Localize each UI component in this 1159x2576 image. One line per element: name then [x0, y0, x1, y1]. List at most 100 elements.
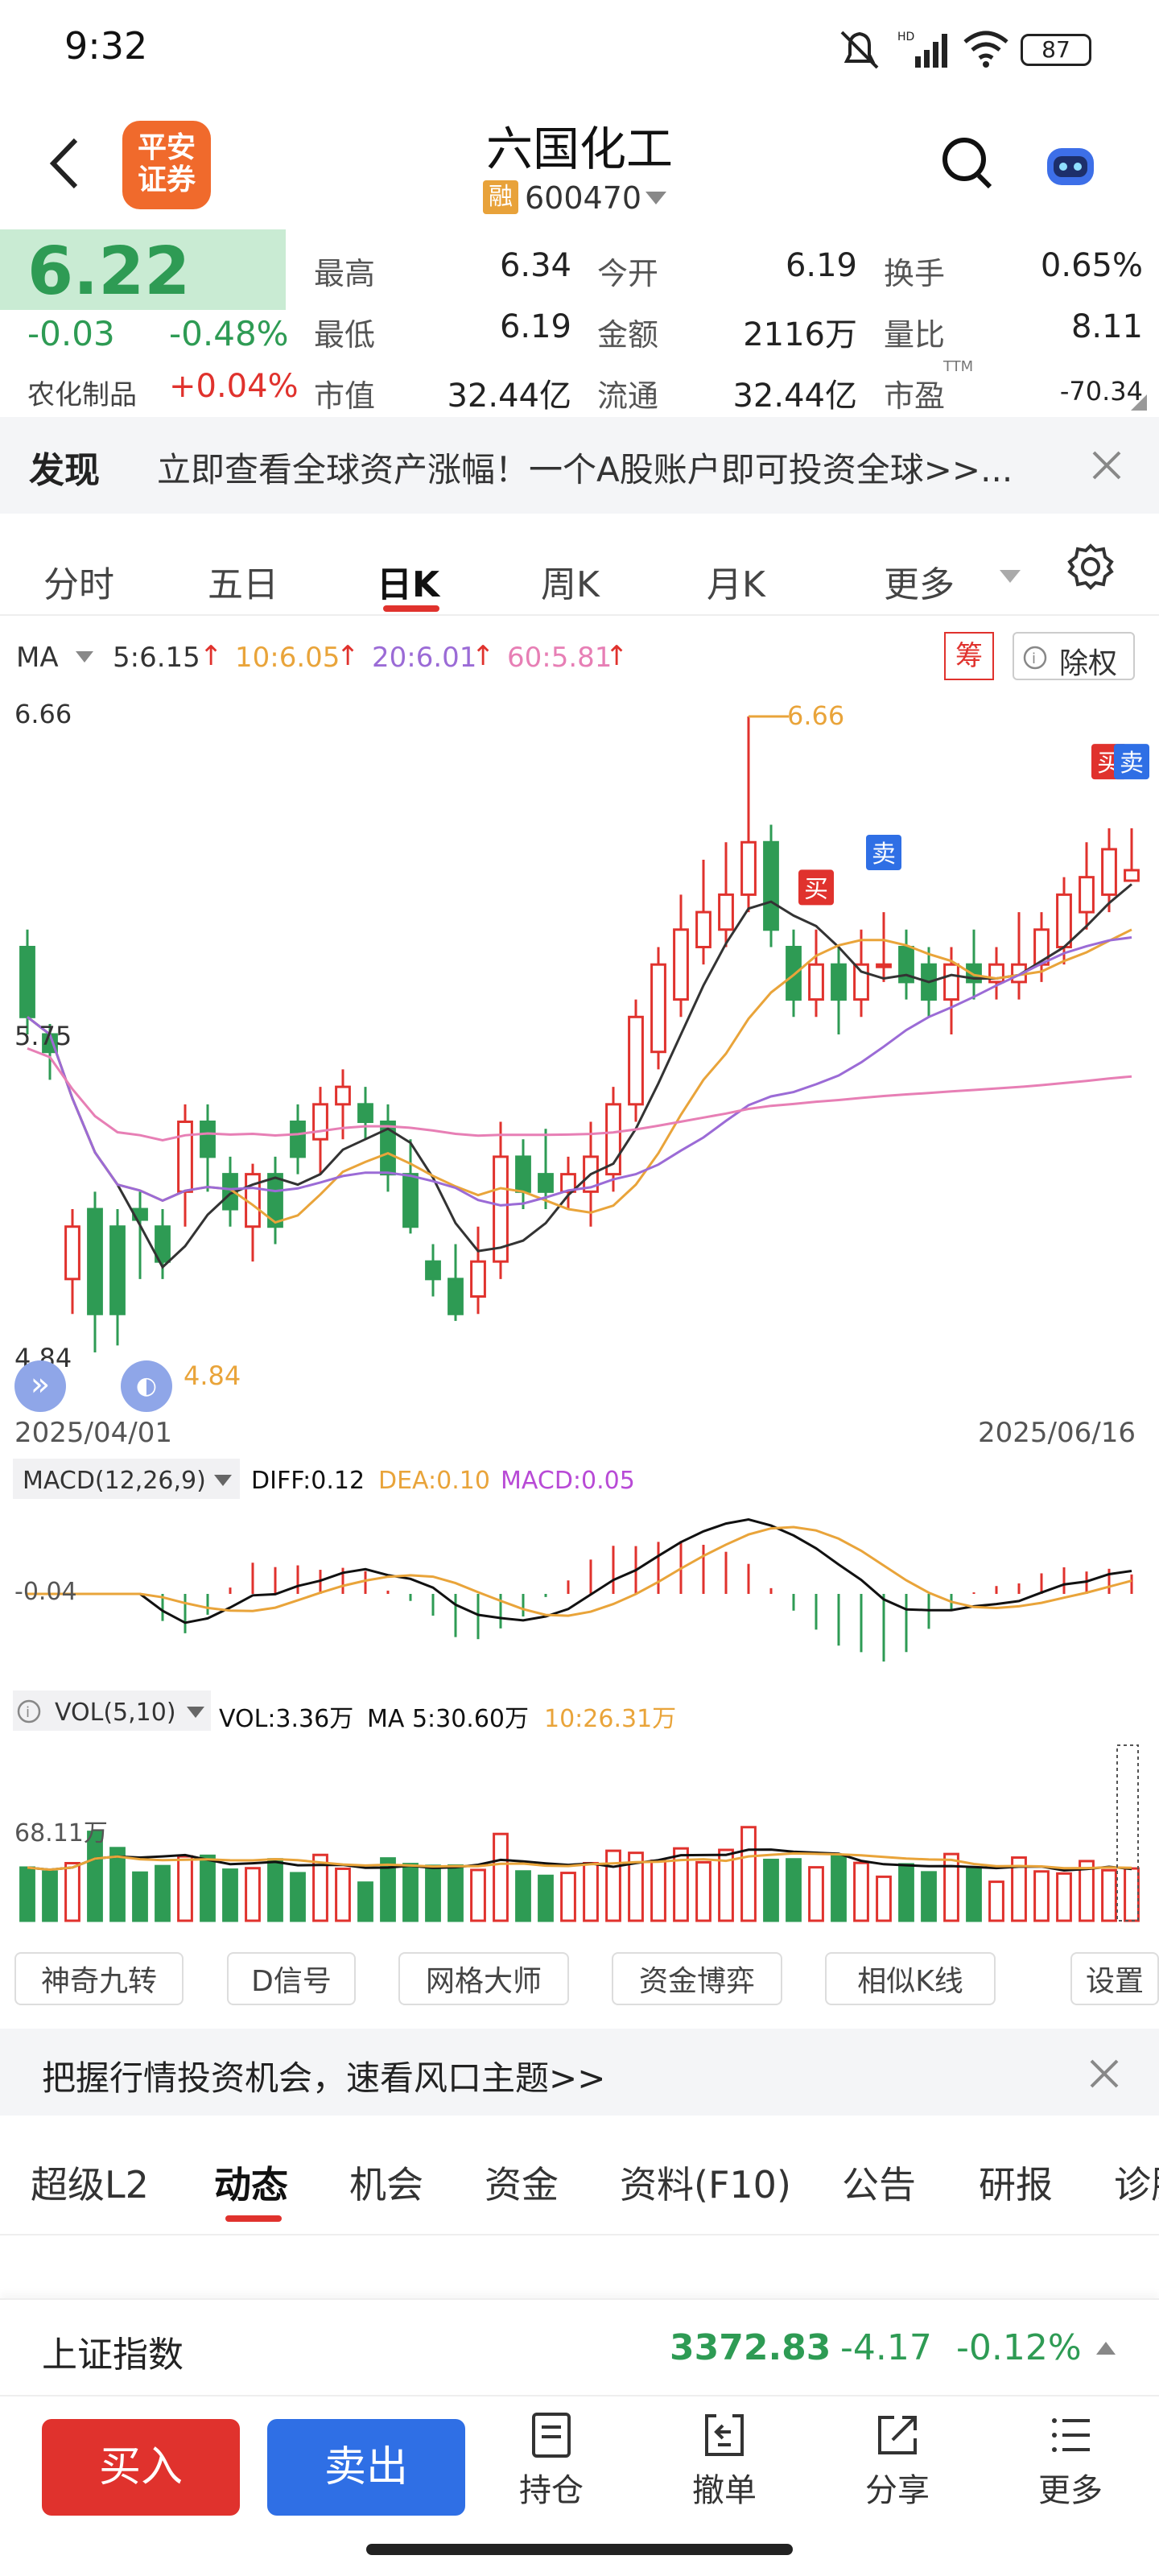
promo-bar[interactable]: 把握行情投资机会，速看风口主题>> [0, 2029, 1159, 2116]
volume-bar [515, 1870, 531, 1922]
volume-bar [943, 1852, 959, 1922]
nav-more[interactable]: 更多 [1010, 2411, 1131, 2511]
sell-signal-badge: 卖 [872, 840, 896, 869]
candle-body [425, 1260, 441, 1281]
vol-ma10-value: 10:26.31万 [544, 1705, 677, 1733]
ma-label[interactable]: MA [16, 642, 59, 674]
date-start: 2025/04/01 [14, 1417, 172, 1449]
candle-body [290, 1121, 306, 1158]
chevron-down-icon[interactable] [187, 1707, 204, 1718]
expand-arrows-icon[interactable]: » [14, 1360, 66, 1412]
sector-change: +0.04% [169, 368, 299, 405]
tab-dynamics[interactable]: 动态 [214, 2163, 288, 2207]
float-label: 流通 [597, 378, 659, 414]
low-label: 最低 [314, 317, 376, 353]
volume-bar [109, 1847, 126, 1922]
chevron-down-icon[interactable] [998, 568, 1022, 584]
nav-share[interactable]: 分享 [837, 2411, 958, 2511]
tab-more[interactable]: 更多 [884, 564, 955, 605]
back-icon[interactable] [47, 135, 82, 192]
nav-cancel[interactable]: 撤单 [664, 2411, 785, 2511]
sell-signal-badge-bg [1114, 744, 1149, 780]
close-icon[interactable] [1088, 2058, 1120, 2090]
volume-bar [650, 1860, 666, 1922]
candle-body [718, 893, 734, 931]
volume-bar [988, 1880, 1004, 1922]
tool-fund-game[interactable]: 资金博弈 [612, 1952, 782, 2005]
stock-code: 600470 [525, 180, 642, 216]
chevron-down-icon[interactable] [214, 1475, 232, 1486]
tab-f10[interactable]: 资料(F10) [620, 2163, 791, 2207]
discover-label: 发现 [29, 450, 100, 491]
tab-five-day[interactable]: 五日 [208, 564, 278, 605]
battery-icon: 87 [1021, 34, 1091, 66]
tab-announcement[interactable]: 公告 [842, 2163, 916, 2207]
expand-corner-icon[interactable] [1131, 394, 1147, 411]
vol-value: VOL:3.36万 [219, 1705, 354, 1733]
tab-intraday[interactable]: 分时 [43, 564, 114, 605]
chevron-up-icon[interactable] [1096, 2342, 1116, 2355]
volume-bar [380, 1857, 396, 1922]
dea-value: DEA:0.10 [378, 1467, 490, 1495]
chip-distribution-button[interactable]: 筹 [944, 632, 994, 680]
up-arrow-icon: ↑ [605, 640, 629, 672]
candle-body [155, 1225, 171, 1263]
search-icon[interactable] [940, 135, 993, 192]
macd-axis-label: -0.04 [14, 1578, 77, 1606]
volume-bar [357, 1881, 373, 1922]
vol-selector[interactable] [13, 1690, 211, 1731]
chevron-down-icon[interactable] [644, 190, 668, 206]
broker-logo: 平安 证券 [122, 121, 211, 209]
tab-super-l2[interactable]: 超级L2 [31, 2163, 149, 2207]
tab-monthly-k[interactable]: 月K [707, 564, 765, 605]
discover-bar[interactable]: 发现 立即查看全球资产涨幅！一个A股账户即可投资全球>>... [0, 417, 1159, 514]
tool-similar-k[interactable]: 相似K线 [825, 1952, 996, 2005]
amount-label: 金额 [597, 317, 659, 353]
tab-funds[interactable]: 资金 [485, 2163, 559, 2207]
tab-research[interactable]: 研报 [979, 2163, 1053, 2207]
tool-magic-nine[interactable]: 神奇九转 [14, 1952, 184, 2005]
volume-bar [222, 1868, 238, 1922]
tab-opportunity[interactable]: 机会 [349, 2163, 423, 2207]
buy-button[interactable]: 买入 [42, 2419, 240, 2516]
promo-text: 把握行情投资机会，速看风口主题>> [42, 2058, 606, 2098]
index-bar[interactable]: 上证指数 3372.83 -4.17 -0.12% [0, 2298, 1159, 2395]
chevron-down-icon[interactable] [76, 651, 93, 663]
volume-bar [876, 1875, 892, 1922]
volume-chart[interactable] [0, 1737, 1159, 1930]
candle-body [673, 928, 689, 1001]
volume-legend: i VOL(5,10) VOL:3.36万 MA 5:30.60万 10:26.… [0, 1690, 1159, 1736]
volume-bar [628, 1852, 644, 1922]
close-icon[interactable] [1091, 449, 1123, 481]
vol-ratio-label: 量比 [884, 317, 946, 353]
settings-gear-icon[interactable] [1066, 543, 1115, 591]
nav-position[interactable]: 持仓 [491, 2411, 612, 2511]
macd-selector[interactable] [13, 1459, 240, 1499]
min-price-marker: 4.84 [184, 1360, 241, 1391]
home-indicator [366, 2544, 793, 2555]
volume-bar [42, 1870, 58, 1922]
tab-weekly-k[interactable]: 周K [541, 564, 600, 605]
candle-body [876, 963, 892, 968]
vol-label: VOL(5,10) [55, 1699, 176, 1727]
chart-scroll-icon[interactable]: ◐ [121, 1360, 172, 1412]
sell-signal-badge-bg [866, 834, 901, 870]
robot-assistant-icon[interactable] [1042, 138, 1099, 190]
tab-daily-k[interactable]: 日K [377, 564, 440, 605]
share-icon [878, 2416, 917, 2454]
quote-panel: 6.22 -0.03 -0.48% 农化制品 +0.04% 最高 6.34 今开… [0, 229, 1159, 415]
candle-body [448, 1278, 464, 1315]
tool-settings[interactable]: 设置 [1070, 1952, 1159, 2005]
high-label: 最高 [314, 256, 376, 291]
exright-button[interactable]: i 除权 [1013, 632, 1135, 680]
volume-bar [1079, 1860, 1095, 1922]
candle-body [177, 1121, 193, 1193]
tool-grid-master[interactable]: 网格大师 [398, 1952, 569, 2005]
tool-d-signal[interactable]: D信号 [227, 1952, 356, 2005]
macd-chart[interactable] [0, 1505, 1159, 1690]
candle-body [831, 963, 847, 1001]
tab-diagnosis[interactable]: 诊股 [1114, 2163, 1159, 2207]
sell-button[interactable]: 卖出 [267, 2419, 465, 2516]
info-icon[interactable]: i [16, 1699, 42, 1724]
